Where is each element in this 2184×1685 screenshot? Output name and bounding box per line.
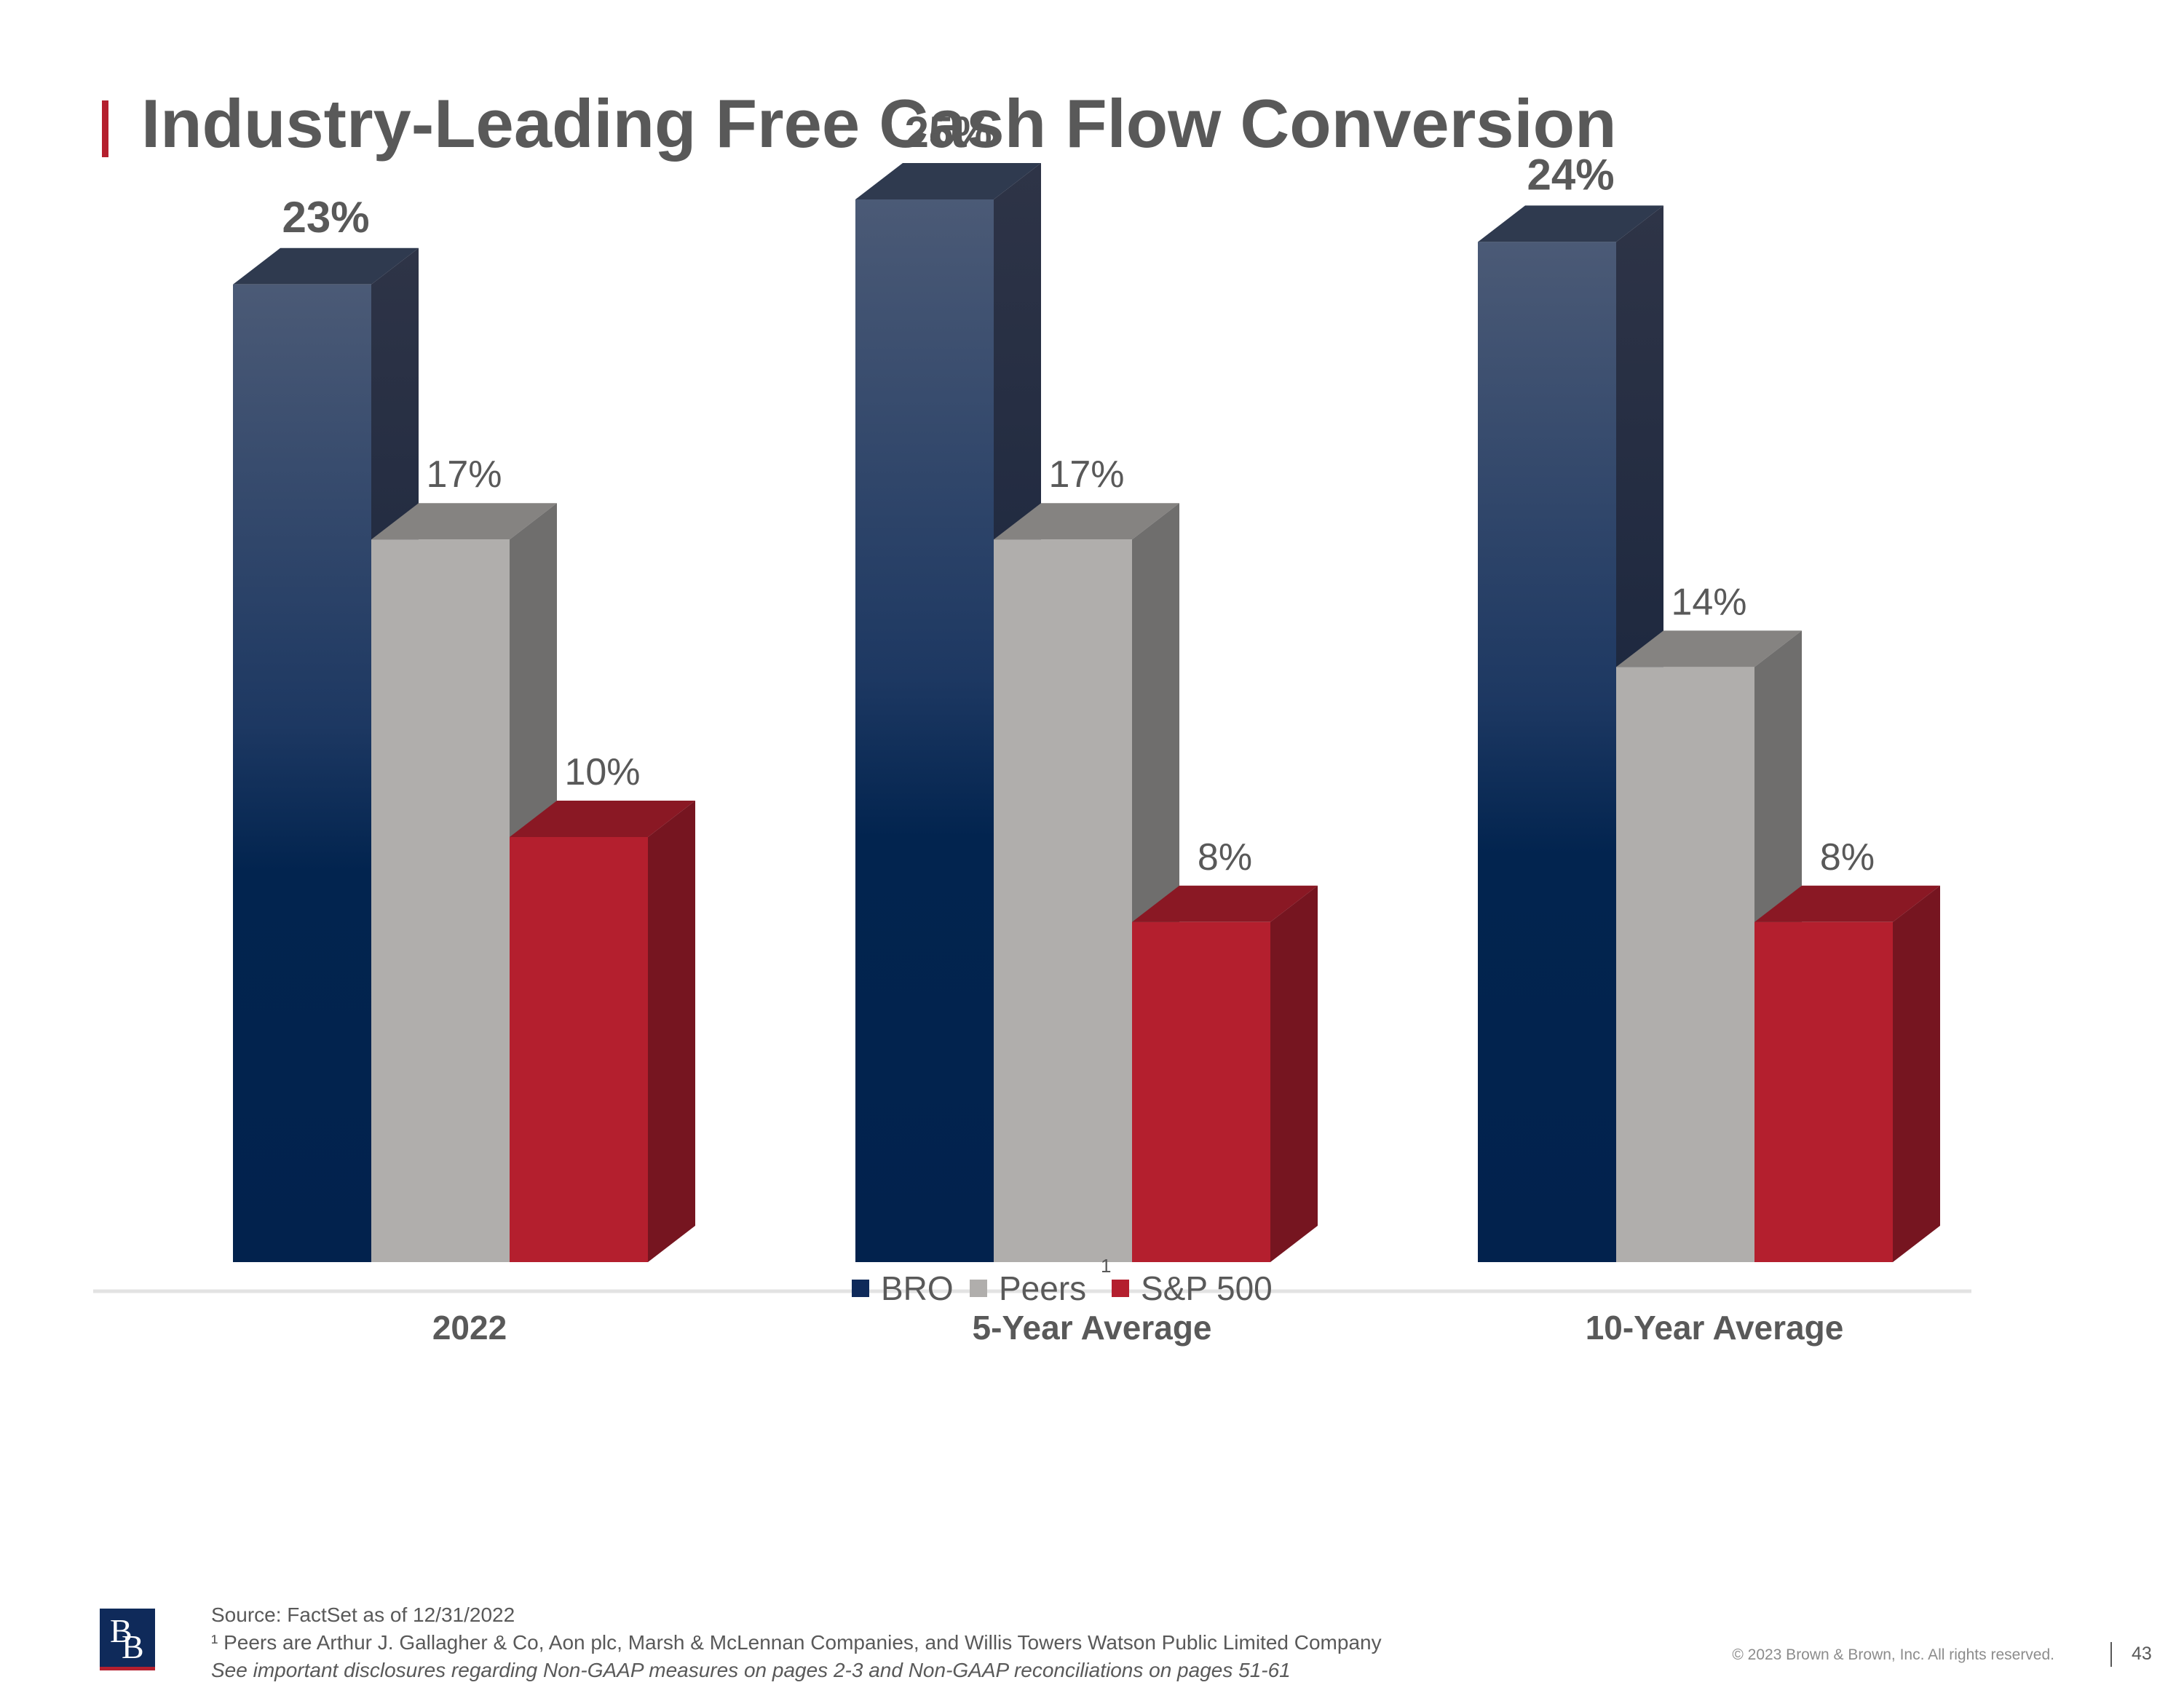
legend: BRO Peers S&P 500 1	[852, 1255, 1273, 1307]
data-label-peers-10-year-average: 14%	[1671, 581, 1746, 623]
bar-bro-2022-front	[233, 284, 371, 1262]
bar-s-p-500-5-year-average	[1132, 885, 1318, 1262]
legend-swatch-peers	[970, 1280, 987, 1297]
bar-peers-10-year-average-front	[1616, 667, 1754, 1262]
bar-s-p-500-5-year-average-front	[1132, 921, 1270, 1262]
data-label-s-p-500-10-year-average: 8%	[1820, 836, 1875, 879]
legend-label-bro: BRO	[881, 1269, 954, 1307]
data-label-s-p-500-5-year-average: 8%	[1198, 836, 1252, 879]
bar-peers-2022-top	[371, 503, 557, 540]
bar-bro-5-year-average-front	[855, 199, 994, 1262]
category-label-5-year-average: 5-Year Average	[972, 1309, 1211, 1347]
bar-s-p-500-2022-side	[648, 801, 695, 1262]
page-number: 43	[2132, 1644, 2152, 1664]
legend-label-peers: Peers	[999, 1269, 1086, 1307]
bar-labels-group: 23% 17% 10% 25% 17% 8% 24% 14% 8%	[282, 108, 1875, 879]
bar-bro-2022-top	[233, 247, 419, 285]
copyright-text: © 2023 Brown & Brown, Inc. All rights re…	[1732, 1646, 2054, 1663]
bar-bro-10-year-average-top	[1478, 205, 1663, 242]
category-label-10-year-average: 10-Year Average	[1586, 1309, 1844, 1347]
bar-chart: 23% 17% 10% 25% 17% 8% 24% 14% 8% 2022 5-Year Ave…	[93, 108, 1971, 1347]
bar-s-p-500-10-year-average-top	[1754, 885, 1940, 922]
legend-item-peers: Peers	[970, 1269, 1086, 1307]
bar-s-p-500-5-year-average-side	[1270, 885, 1318, 1262]
bar-s-p-500-10-year-average-front	[1754, 921, 1893, 1262]
bar-peers-10-year-average-top	[1616, 630, 1802, 667]
bars-group	[233, 163, 1940, 1263]
legend-item-s-p-500: S&P 500	[1112, 1269, 1273, 1307]
legend-swatch-bro	[852, 1280, 869, 1297]
title-accent-bar	[102, 100, 108, 157]
source-note: Source: FactSet as of 12/31/2022	[211, 1603, 515, 1626]
page-title: Industry-Leading Free Cash Flow Conversi…	[141, 85, 1617, 162]
bar-peers-5-year-average	[994, 503, 1179, 1263]
data-label-bro-2022: 23%	[282, 193, 369, 242]
disclosure-note: See important disclosures regarding Non-…	[211, 1659, 1291, 1681]
data-label-bro-5-year-average: 25%	[904, 108, 992, 156]
legend-label-s-p-500: S&P 500	[1141, 1269, 1273, 1307]
category-labels-group: 2022 5-Year Average 10-Year Average	[432, 1309, 1843, 1347]
category-label-2022: 2022	[432, 1309, 507, 1347]
bar-s-p-500-5-year-average-top	[1132, 885, 1318, 922]
legend-swatch-s-p-500	[1112, 1280, 1129, 1297]
data-label-bro-10-year-average: 24%	[1527, 150, 1614, 199]
legend-item-bro: BRO	[852, 1269, 954, 1307]
data-label-peers-2022: 17%	[426, 453, 502, 496]
bar-bro-5-year-average-top	[855, 163, 1041, 199]
bar-s-p-500-2022-front	[510, 837, 648, 1262]
bar-s-p-500-2022	[510, 801, 695, 1262]
bar-s-p-500-2022-top	[510, 801, 695, 837]
bar-peers-5-year-average-top	[994, 503, 1179, 540]
data-label-s-p-500-2022: 10%	[564, 751, 640, 793]
bar-s-p-500-10-year-average	[1754, 885, 1940, 1262]
peers-footnote: ¹ Peers are Arthur J. Gallagher & Co, Ao…	[211, 1631, 1382, 1654]
bar-s-p-500-10-year-average-side	[1893, 885, 1940, 1262]
footer-notes: Source: FactSet as of 12/31/2022 ¹ Peers…	[211, 1601, 1382, 1684]
bar-peers-5-year-average-front	[994, 539, 1132, 1262]
page-number-divider	[2110, 1642, 2112, 1667]
legend-footnote-marker: 1	[1101, 1255, 1111, 1277]
bar-bro-10-year-average-front	[1478, 242, 1616, 1262]
data-label-peers-5-year-average: 17%	[1048, 453, 1124, 496]
bar-peers-2022-front	[371, 539, 510, 1262]
